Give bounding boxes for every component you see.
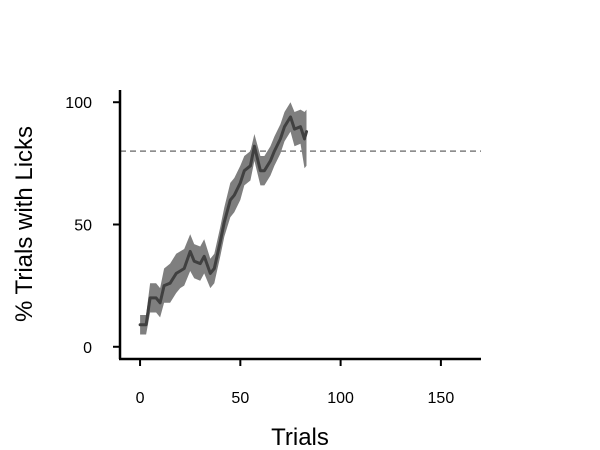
confidence-band-0 bbox=[140, 102, 307, 335]
series-line-0 bbox=[138, 115, 308, 327]
x-tick-label: 0 bbox=[136, 390, 145, 407]
confidence-bands bbox=[140, 102, 307, 335]
y-tick-label: 100 bbox=[65, 95, 92, 112]
x-tick-label: 100 bbox=[327, 390, 354, 407]
x-axis-title: Trials bbox=[271, 424, 329, 450]
x-ticks: 0 50 100 150 bbox=[136, 359, 455, 407]
y-axis-title: % Trials with Licks bbox=[11, 126, 38, 322]
y-tick-label: 0 bbox=[83, 340, 92, 357]
y-tick-label: 50 bbox=[74, 218, 92, 235]
x-tick-label: 50 bbox=[231, 390, 249, 407]
series-lines bbox=[138, 115, 308, 327]
x-tick-label: 150 bbox=[428, 390, 455, 407]
y-ticks: 0 50 100 bbox=[65, 95, 120, 357]
